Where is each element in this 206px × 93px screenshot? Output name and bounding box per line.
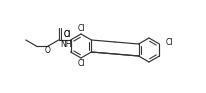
Text: O: O [64, 29, 69, 39]
Text: Cl: Cl [77, 60, 85, 69]
Text: O: O [44, 45, 50, 54]
Text: Cl: Cl [165, 37, 173, 46]
Text: NH: NH [60, 40, 71, 49]
Text: Cl: Cl [64, 29, 71, 39]
Text: Cl: Cl [77, 24, 85, 32]
